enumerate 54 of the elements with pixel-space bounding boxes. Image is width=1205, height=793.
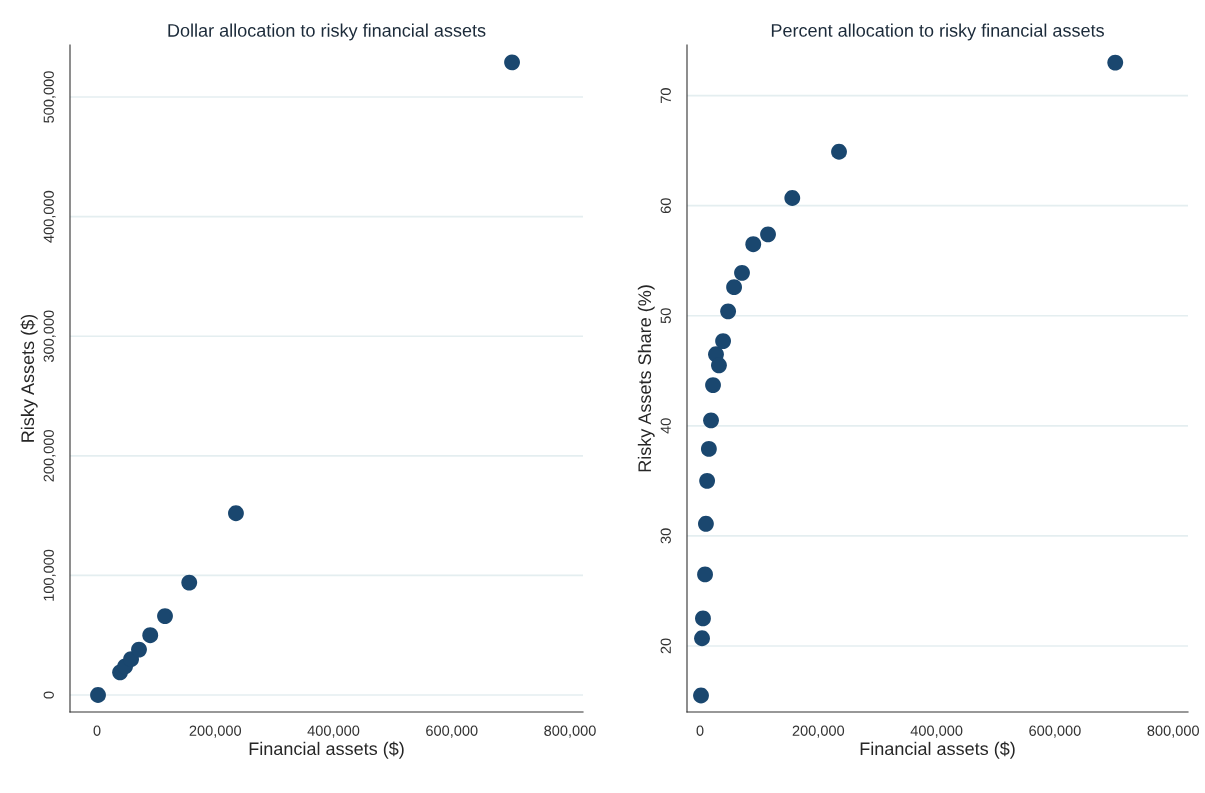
point bbox=[745, 236, 762, 253]
point bbox=[131, 641, 147, 658]
point bbox=[734, 264, 750, 281]
point bbox=[715, 333, 731, 349]
y-tick-label: 300,000 bbox=[43, 310, 56, 363]
x-tick-label: 0 bbox=[93, 725, 101, 736]
point bbox=[699, 472, 716, 489]
y-tick-label: 400,000 bbox=[43, 190, 56, 243]
y-tick-label: 20 bbox=[660, 638, 671, 654]
y-tick-label: 100,000 bbox=[43, 549, 56, 601]
point bbox=[693, 687, 709, 704]
point bbox=[726, 279, 742, 296]
point bbox=[698, 515, 714, 532]
y-tick-label: 40 bbox=[660, 418, 671, 434]
point bbox=[784, 190, 801, 206]
point bbox=[90, 687, 106, 703]
point bbox=[760, 226, 776, 243]
point bbox=[720, 303, 737, 320]
x-tick-label: 400,000 bbox=[910, 725, 963, 738]
point bbox=[700, 441, 717, 457]
point bbox=[504, 54, 520, 71]
x-tick-label: 200,000 bbox=[792, 725, 845, 738]
x-axis-title: Financial assets ($) bbox=[249, 741, 404, 759]
point bbox=[831, 143, 847, 160]
y-tick-label: 30 bbox=[660, 528, 671, 544]
chart-title: Dollar allocation to risky financial assets bbox=[168, 23, 486, 41]
point bbox=[1107, 54, 1124, 71]
x-tick-label: 400,000 bbox=[307, 725, 360, 738]
y-tick-label: 0 bbox=[43, 691, 54, 699]
y-tick-label: 500,000 bbox=[43, 71, 56, 123]
x-tick-label: 0 bbox=[696, 725, 704, 736]
x-tick-label: 200,000 bbox=[189, 725, 242, 738]
point bbox=[157, 608, 173, 624]
y-tick-label: 200,000 bbox=[43, 430, 56, 482]
chart-title: Percent allocation to risky financial assets bbox=[771, 23, 1104, 41]
point bbox=[703, 412, 719, 429]
x-axis-title: Financial assets ($) bbox=[860, 741, 1015, 759]
point bbox=[694, 630, 710, 647]
y-axis-title: Risky Assets Share (%) bbox=[637, 285, 655, 472]
point bbox=[228, 505, 244, 522]
x-tick-label: 600,000 bbox=[426, 725, 478, 738]
y-tick-label: 60 bbox=[660, 198, 671, 214]
point bbox=[142, 627, 159, 644]
point bbox=[181, 574, 198, 591]
point bbox=[695, 610, 711, 627]
y-axis-title: Risky Assets ($) bbox=[20, 314, 38, 442]
point bbox=[705, 377, 721, 394]
point bbox=[697, 566, 713, 583]
y-tick-label: 50 bbox=[660, 308, 671, 324]
x-tick-label: 800,000 bbox=[544, 725, 596, 738]
x-tick-label: 800,000 bbox=[1147, 725, 1199, 738]
x-tick-label: 600,000 bbox=[1029, 725, 1081, 738]
y-tick-label: 70 bbox=[660, 88, 671, 103]
point bbox=[711, 357, 727, 374]
